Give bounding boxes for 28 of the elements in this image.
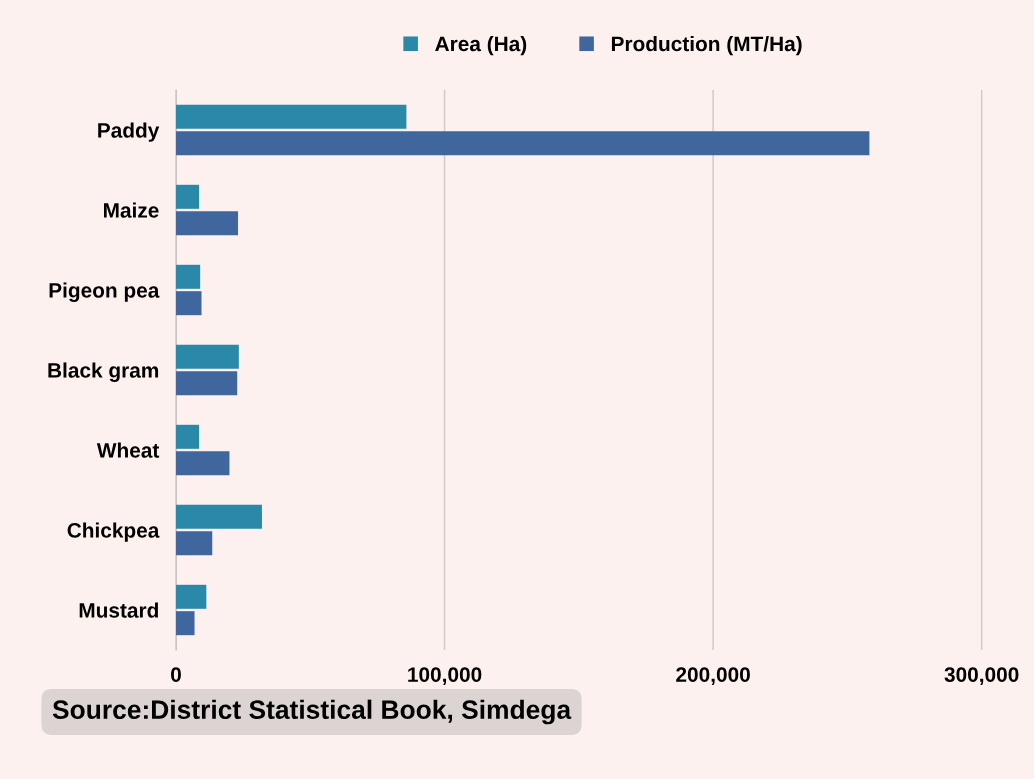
bar xyxy=(176,344,239,369)
bar xyxy=(176,611,195,636)
y-tick-label: Chickpea xyxy=(67,522,160,542)
bar xyxy=(176,184,200,209)
bar xyxy=(176,371,238,396)
bar xyxy=(176,531,213,556)
y-tick-label: Pigeon pea xyxy=(49,282,160,302)
y-tick-label: Maize xyxy=(104,202,159,218)
x-tick-label: 200,000 xyxy=(676,667,750,685)
x-tick-label: 300,000 xyxy=(944,667,1019,685)
legend-label: Area (Ha) xyxy=(435,35,527,56)
bar xyxy=(176,504,262,529)
bar xyxy=(176,291,202,316)
y-tick-label: Paddy xyxy=(98,122,160,142)
bar xyxy=(176,211,239,236)
source-note: Source:District Statistical Book, Simdega xyxy=(52,699,572,725)
bar xyxy=(176,264,201,289)
y-tick-label: Black gram xyxy=(48,362,159,382)
bar xyxy=(176,131,870,156)
bar xyxy=(176,424,200,449)
x-tick-label: 0 xyxy=(171,667,181,682)
legend-label: Production (MT/Ha) xyxy=(611,35,802,56)
bar xyxy=(176,584,207,609)
bar xyxy=(176,104,407,129)
y-tick-label: Mustard xyxy=(79,602,158,618)
y-tick-label: Wheat xyxy=(96,442,160,458)
bar xyxy=(176,451,230,476)
x-tick-label: 100,000 xyxy=(408,667,482,685)
